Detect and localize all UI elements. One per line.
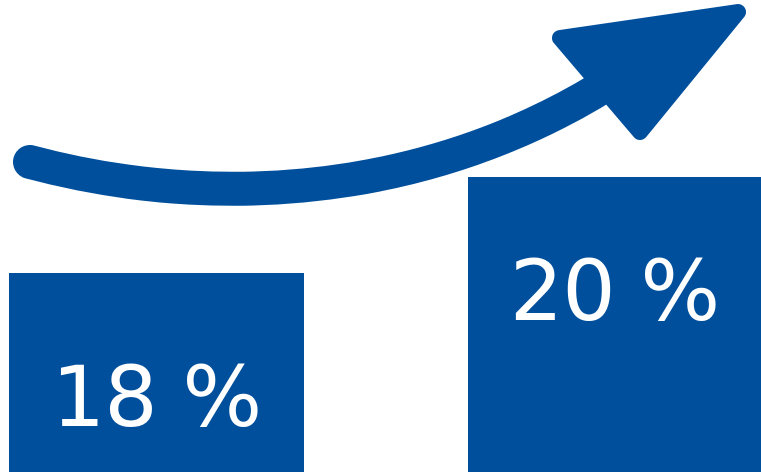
bar-after: 20 % [468,177,761,472]
bar-before-value: 18 % [51,347,262,446]
arrow-shaft [13,38,667,206]
bar-before: 18 % [9,273,304,472]
arrow-head [552,4,746,140]
curved-up-arrow-icon [13,4,746,206]
bar-after-value: 20 % [509,241,720,340]
